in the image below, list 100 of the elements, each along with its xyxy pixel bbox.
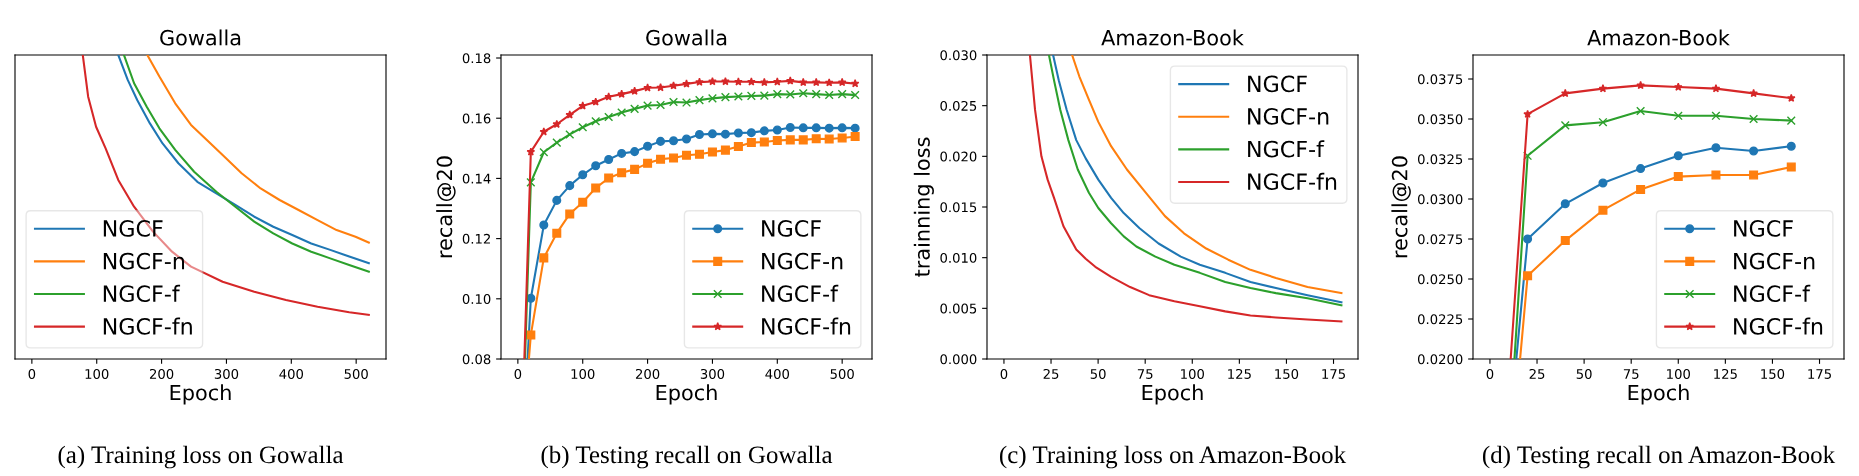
y-tick-label: 0.0275	[1417, 234, 1463, 245]
point	[837, 89, 847, 99]
point	[1523, 234, 1533, 244]
legend-label: NGCF	[103, 220, 163, 237]
point	[760, 77, 769, 87]
point	[733, 128, 743, 138]
x-tick-label: 100	[85, 368, 109, 379]
point	[785, 89, 795, 99]
legend-label: NGCF-fn	[1248, 172, 1337, 191]
point	[824, 134, 834, 144]
x-tick-label: 150	[1761, 368, 1785, 379]
point	[565, 181, 575, 191]
point	[694, 129, 704, 139]
y-tick-label: 0.005	[940, 303, 977, 314]
y-tick-label: 0.0375	[1417, 74, 1463, 85]
y-tick-label: 0.16	[462, 113, 491, 124]
point	[604, 92, 613, 101]
legend-label: NGCF	[762, 220, 821, 237]
point	[604, 154, 614, 164]
legend-label: NGCF-f	[762, 284, 839, 303]
point	[837, 77, 847, 87]
point	[798, 135, 808, 145]
point	[824, 90, 834, 100]
x-tick-label: 75	[1623, 369, 1639, 379]
text: (b) Testing recall on Gowalla	[541, 445, 833, 469]
point	[526, 177, 536, 187]
y-axis-title: recall@20	[436, 156, 456, 258]
legend-label: NGCF-f	[103, 284, 181, 303]
point	[850, 123, 860, 133]
x-tick-label: 175	[1808, 369, 1831, 379]
point	[1523, 271, 1533, 281]
point	[681, 150, 692, 160]
y-tick-label: 0.025	[940, 100, 977, 111]
point	[1749, 170, 1759, 180]
point	[617, 89, 626, 98]
x-tick-label: 75	[1137, 369, 1153, 379]
point	[811, 134, 821, 144]
point	[552, 138, 562, 148]
y-tick-label: 0.015	[940, 202, 977, 213]
point	[565, 129, 575, 139]
point	[1786, 162, 1796, 172]
point	[1523, 109, 1532, 118]
point	[617, 107, 627, 118]
point	[747, 77, 756, 86]
legend-label: NGCF-n	[762, 252, 843, 270]
point	[591, 97, 601, 106]
point	[720, 145, 730, 155]
point	[656, 100, 666, 110]
point	[1636, 164, 1646, 174]
point	[746, 91, 756, 101]
x-tick-label: 400	[765, 368, 790, 379]
chart-title: Amazon-Book	[1101, 29, 1244, 46]
point	[656, 154, 666, 164]
point	[734, 77, 743, 86]
legend-label: NGCF-n	[1734, 252, 1815, 270]
point	[850, 90, 860, 100]
legend-label: NGCF-fn	[103, 317, 192, 335]
point	[604, 112, 614, 122]
point	[837, 123, 847, 133]
legend-label: NGCF	[1248, 75, 1307, 93]
point	[1711, 170, 1721, 180]
x-axis-title: Epoch	[1628, 384, 1689, 405]
point	[1560, 88, 1570, 98]
point	[669, 97, 679, 107]
point	[1636, 184, 1646, 194]
point	[643, 158, 653, 168]
x-tick-label: 500	[830, 368, 854, 379]
y-tick-label: 0.12	[462, 233, 490, 244]
point	[1560, 120, 1570, 130]
x-tick-label: 200	[149, 368, 174, 379]
x-tick-label: 100	[571, 368, 595, 379]
y-tick-label: 0.0200	[1417, 354, 1463, 365]
legend-label: NGCF	[1734, 220, 1793, 237]
x-tick-label: 25	[1529, 368, 1545, 379]
x-tick-label: 400	[279, 368, 304, 379]
point	[798, 123, 808, 133]
point	[1560, 199, 1570, 209]
point	[707, 93, 717, 103]
point	[1711, 111, 1721, 121]
chart-title: Gowalla	[160, 29, 241, 46]
x-tick-label: 100	[1667, 368, 1690, 379]
point	[708, 76, 717, 86]
point	[630, 147, 640, 157]
x-axis-title: Epoch	[656, 384, 717, 405]
point	[1749, 114, 1759, 124]
point	[656, 136, 666, 146]
point	[772, 77, 782, 86]
y-tick-label: 0.010	[940, 252, 977, 263]
point	[565, 110, 575, 119]
point	[811, 89, 821, 99]
point	[1673, 172, 1683, 182]
point	[772, 135, 782, 145]
x-tick-label: 50	[1090, 368, 1106, 379]
point	[578, 122, 588, 132]
point	[526, 330, 536, 340]
legend-label: NGCF-n	[103, 252, 185, 270]
point	[552, 119, 562, 129]
point	[1598, 178, 1608, 188]
point	[772, 125, 782, 135]
y-tick-label: 0.14	[462, 173, 491, 184]
